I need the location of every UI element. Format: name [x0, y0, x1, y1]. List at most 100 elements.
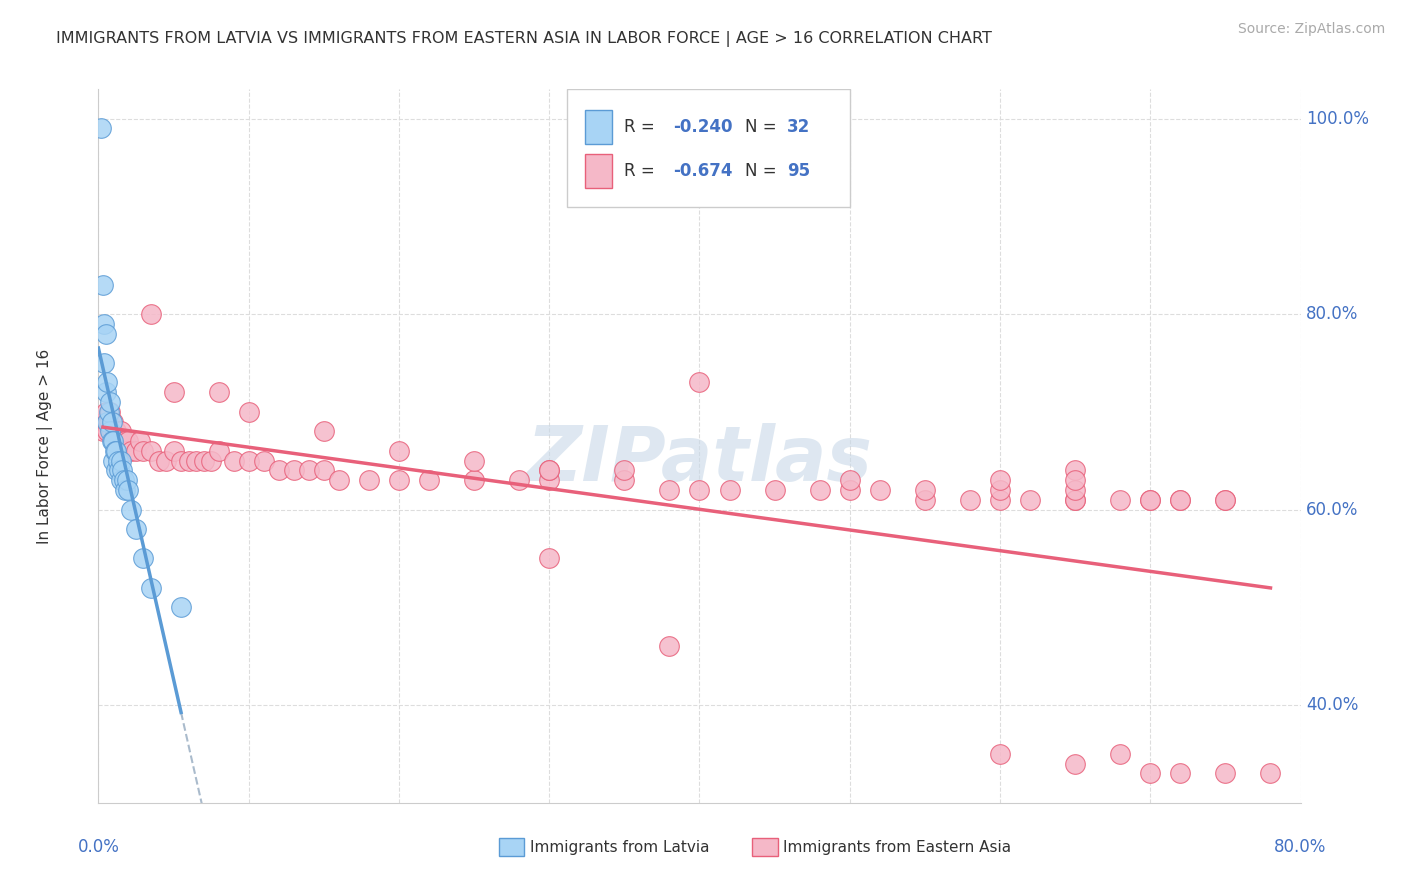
- Point: [94, 405, 117, 419]
- Point: [1260, 766, 1282, 780]
- Point: [1109, 492, 1132, 507]
- Point: [1064, 463, 1087, 477]
- Point: [97, 415, 120, 429]
- Text: -0.240: -0.240: [673, 118, 733, 136]
- Point: [94, 385, 117, 400]
- Point: [100, 425, 122, 439]
- Point: [115, 473, 138, 487]
- Point: [112, 434, 135, 449]
- Point: [312, 425, 335, 439]
- Point: [108, 463, 131, 477]
- Point: [538, 463, 561, 477]
- Point: [96, 376, 118, 390]
- Point: [91, 425, 114, 439]
- Text: 95: 95: [787, 162, 810, 180]
- Point: [177, 453, 200, 467]
- FancyBboxPatch shape: [567, 89, 849, 207]
- Point: [914, 483, 936, 497]
- Point: [357, 473, 380, 487]
- Point: [298, 463, 321, 477]
- Point: [688, 483, 710, 497]
- Point: [838, 483, 860, 497]
- Point: [139, 307, 162, 321]
- Point: [162, 385, 184, 400]
- Text: 100.0%: 100.0%: [1306, 110, 1369, 128]
- Point: [508, 473, 530, 487]
- Point: [1170, 492, 1192, 507]
- Point: [267, 463, 290, 477]
- Point: [538, 473, 561, 487]
- Point: [111, 434, 134, 449]
- Point: [193, 453, 215, 467]
- Text: 60.0%: 60.0%: [1306, 500, 1358, 518]
- Point: [222, 453, 245, 467]
- Point: [114, 434, 136, 449]
- Point: [107, 434, 129, 449]
- Point: [110, 473, 132, 487]
- Point: [101, 415, 124, 429]
- Point: [238, 453, 260, 467]
- Text: -0.674: -0.674: [673, 162, 733, 180]
- Text: Immigrants from Eastern Asia: Immigrants from Eastern Asia: [783, 840, 1011, 855]
- Point: [988, 747, 1011, 761]
- Point: [111, 463, 134, 477]
- Point: [283, 463, 305, 477]
- Point: [658, 483, 681, 497]
- Point: [1019, 492, 1042, 507]
- Bar: [585, 110, 612, 145]
- Text: R =: R =: [624, 118, 659, 136]
- Point: [1064, 492, 1087, 507]
- Point: [103, 415, 125, 429]
- Point: [103, 434, 125, 449]
- Point: [139, 443, 162, 458]
- Point: [208, 385, 231, 400]
- Point: [1064, 473, 1087, 487]
- Point: [1215, 766, 1237, 780]
- Point: [110, 425, 132, 439]
- Point: [103, 453, 125, 467]
- Point: [688, 376, 710, 390]
- Point: [108, 434, 131, 449]
- Point: [170, 600, 193, 615]
- Point: [129, 434, 152, 449]
- Point: [105, 463, 128, 477]
- Point: [170, 453, 193, 467]
- Point: [463, 453, 485, 467]
- Point: [1170, 492, 1192, 507]
- Point: [988, 483, 1011, 497]
- Point: [97, 405, 120, 419]
- Point: [658, 640, 681, 654]
- Point: [94, 326, 117, 341]
- Point: [1139, 492, 1161, 507]
- Point: [125, 443, 148, 458]
- Text: R =: R =: [624, 162, 659, 180]
- Bar: [585, 154, 612, 188]
- Text: 0.0%: 0.0%: [77, 838, 120, 855]
- Point: [93, 356, 115, 370]
- Text: N =: N =: [745, 162, 782, 180]
- Point: [200, 453, 222, 467]
- Point: [93, 415, 115, 429]
- Point: [101, 425, 124, 439]
- Point: [1139, 492, 1161, 507]
- Point: [763, 483, 786, 497]
- Point: [112, 473, 135, 487]
- Point: [208, 443, 231, 458]
- Point: [1215, 492, 1237, 507]
- Point: [93, 317, 115, 331]
- Point: [988, 492, 1011, 507]
- Point: [105, 443, 128, 458]
- Point: [184, 453, 207, 467]
- Point: [1064, 492, 1087, 507]
- Point: [162, 443, 184, 458]
- Point: [718, 483, 741, 497]
- Point: [101, 434, 124, 449]
- Text: Immigrants from Latvia: Immigrants from Latvia: [530, 840, 710, 855]
- Point: [155, 453, 177, 467]
- Point: [1064, 483, 1087, 497]
- Point: [613, 473, 636, 487]
- Point: [1109, 747, 1132, 761]
- Text: 80.0%: 80.0%: [1306, 305, 1358, 323]
- Text: 32: 32: [787, 118, 810, 136]
- Point: [117, 434, 139, 449]
